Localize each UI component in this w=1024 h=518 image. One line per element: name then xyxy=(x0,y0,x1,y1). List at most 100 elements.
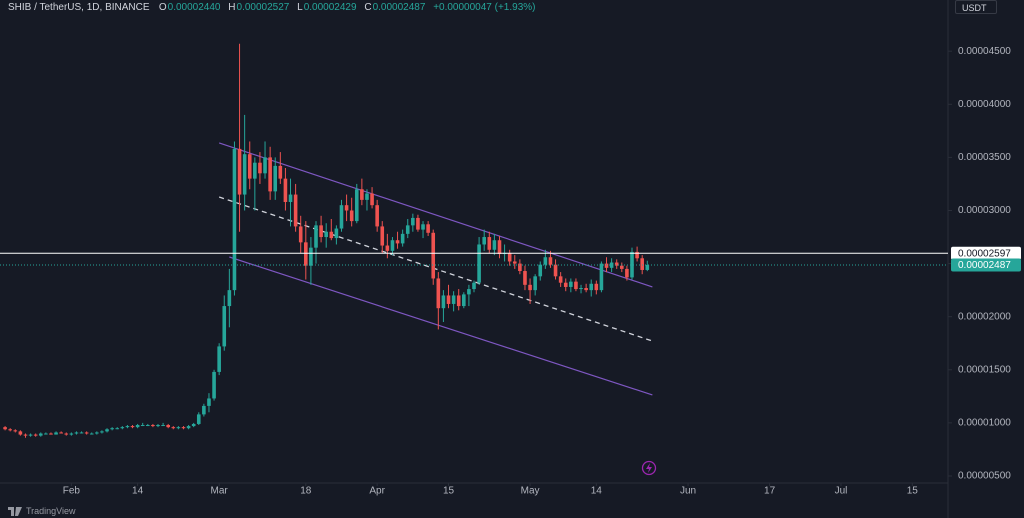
candle-body xyxy=(191,423,196,427)
currency-button[interactable]: USDT xyxy=(955,0,997,14)
candle-body xyxy=(120,427,125,429)
price-label-box xyxy=(951,246,1021,260)
y-tick-label: 0.00004500 xyxy=(958,46,1011,57)
x-tick-label: 15 xyxy=(907,486,919,497)
candle-body xyxy=(110,428,114,430)
price-label-box xyxy=(951,258,1021,272)
candle-body xyxy=(339,205,344,229)
candle-body xyxy=(411,217,415,226)
candle-body xyxy=(421,224,425,230)
ohlc-label: O xyxy=(158,2,167,13)
candle-body xyxy=(59,432,63,434)
candle-body xyxy=(390,240,395,251)
candle-body xyxy=(625,268,629,278)
replay-icon[interactable] xyxy=(641,460,657,476)
candle-body xyxy=(105,429,109,432)
candle-body xyxy=(304,242,308,266)
candle-body xyxy=(100,431,104,433)
candle-body xyxy=(13,430,18,432)
x-tick-label: Jun xyxy=(680,486,696,497)
candle-body xyxy=(217,346,221,372)
candle-body xyxy=(620,265,624,269)
ohlc-label: L xyxy=(297,2,303,13)
candle-body xyxy=(456,295,461,307)
candle-body xyxy=(431,232,436,279)
candle-body xyxy=(467,289,471,295)
candle-body xyxy=(18,431,23,435)
candle-body xyxy=(640,258,644,270)
candle-body xyxy=(385,245,390,251)
ohlc-value: 0.00002527 xyxy=(236,2,290,13)
candle-body xyxy=(79,432,84,434)
candle-body xyxy=(237,148,242,195)
candle-body xyxy=(538,264,543,277)
candle-body xyxy=(196,414,201,424)
price-change: +0.00000047 (+1.93%) xyxy=(433,2,536,13)
candle-body xyxy=(329,231,334,239)
candle-body xyxy=(38,433,43,436)
x-tick-label: 18 xyxy=(300,486,312,497)
candle-body xyxy=(3,427,7,430)
candle-body xyxy=(462,294,466,307)
candle-body xyxy=(293,194,298,227)
candle-body xyxy=(115,428,120,430)
ohlc-value: 0.00002429 xyxy=(303,2,357,13)
candle-body xyxy=(569,281,573,287)
candle-body xyxy=(130,426,135,428)
symbol-name[interactable]: SHIB / TetherUS, 1D, BINANCE xyxy=(8,2,150,13)
candle-body xyxy=(344,205,349,211)
candle-body xyxy=(263,157,267,174)
candle-body xyxy=(140,425,145,427)
y-tick-label: 0.00001500 xyxy=(958,364,1011,375)
candle-body xyxy=(507,252,512,262)
brand-name: TradingView xyxy=(26,506,76,516)
candle-body xyxy=(222,306,227,347)
candle-body xyxy=(579,288,583,290)
candle-body xyxy=(314,225,318,248)
candle-body xyxy=(645,264,650,270)
candle-body xyxy=(395,240,400,244)
candle-body xyxy=(482,237,486,245)
candle-body xyxy=(28,434,33,436)
candle-body xyxy=(283,178,288,202)
candle-body xyxy=(533,276,537,291)
y-tick-label: 0.00000500 xyxy=(958,471,1011,482)
candle-body xyxy=(472,282,476,290)
candle-body xyxy=(426,224,430,233)
candle-body xyxy=(49,433,53,435)
x-tick-label: Jul xyxy=(835,486,848,497)
candle-body xyxy=(548,257,553,265)
candle-body xyxy=(451,295,456,304)
x-tick-label: Feb xyxy=(63,486,81,497)
candle-body xyxy=(354,189,359,222)
candle-body xyxy=(441,295,446,309)
candle-body xyxy=(151,425,155,427)
candle-body xyxy=(74,432,79,434)
candle-body xyxy=(202,405,206,415)
candle-body xyxy=(492,240,497,250)
candle-body xyxy=(54,432,58,435)
candle-body xyxy=(477,244,481,283)
candle-body xyxy=(512,261,517,264)
x-tick-label: 14 xyxy=(132,486,144,497)
candle-body xyxy=(278,165,283,179)
candle-body xyxy=(64,433,69,435)
candle-body xyxy=(227,290,232,307)
candle-body xyxy=(558,276,563,283)
plot-area xyxy=(3,43,653,438)
candle-body xyxy=(630,251,634,278)
candle-body xyxy=(23,434,28,436)
candle-body xyxy=(400,233,405,244)
candle-body xyxy=(589,283,594,291)
x-tick-label: Apr xyxy=(369,486,385,497)
candle-body xyxy=(370,193,374,206)
candle-body xyxy=(84,432,89,434)
candle-body xyxy=(334,228,339,239)
candle-body xyxy=(360,189,364,200)
y-tick-label: 0.00003500 xyxy=(958,152,1011,163)
candle-body xyxy=(375,205,379,227)
trend-line xyxy=(218,142,653,288)
